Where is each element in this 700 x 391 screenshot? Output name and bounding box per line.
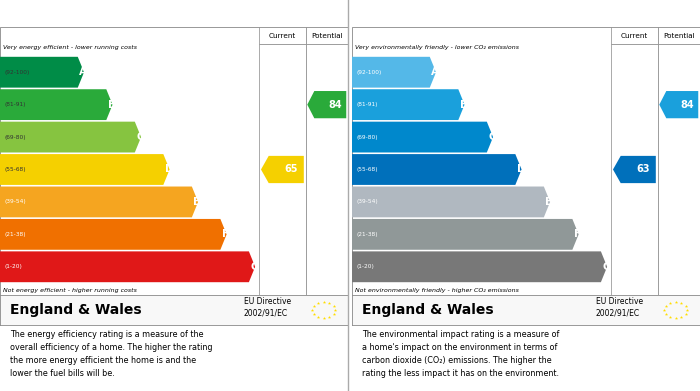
Bar (305, 44, 348, 295)
Text: A: A (431, 67, 439, 77)
Text: (39-54): (39-54) (356, 199, 378, 204)
Text: 65: 65 (285, 165, 298, 174)
Bar (259, 44, 305, 295)
Text: The environmental impact rating is a measure of
a home's impact on the environme: The environmental impact rating is a mea… (363, 330, 560, 378)
Text: C: C (136, 132, 144, 142)
Polygon shape (0, 89, 113, 120)
Text: Not environmentally friendly - higher CO₂ emissions: Not environmentally friendly - higher CO… (356, 288, 519, 293)
Text: Environmental Impact (CO₂) Rating: Environmental Impact (CO₂) Rating (357, 7, 589, 20)
Polygon shape (0, 187, 198, 217)
Text: Very energy efficient - lower running costs: Very energy efficient - lower running co… (4, 45, 137, 50)
Bar (305, 27, 348, 44)
Text: The energy efficiency rating is a measure of the
overall efficiency of a home. T: The energy efficiency rating is a measur… (10, 330, 213, 378)
Bar (657, 44, 700, 295)
Text: (55-68): (55-68) (4, 167, 26, 172)
Bar (611, 27, 657, 44)
Polygon shape (352, 57, 436, 88)
Text: (92-100): (92-100) (356, 70, 382, 75)
Text: E: E (193, 197, 200, 207)
Polygon shape (352, 122, 493, 152)
Polygon shape (0, 122, 141, 152)
Polygon shape (0, 251, 256, 282)
Polygon shape (0, 57, 84, 88)
Text: B: B (460, 100, 468, 109)
Text: F: F (222, 230, 229, 239)
Polygon shape (352, 219, 579, 250)
Text: (69-80): (69-80) (4, 135, 26, 140)
Text: G: G (251, 262, 259, 272)
Text: E: E (545, 197, 552, 207)
Text: D: D (517, 165, 526, 174)
Polygon shape (613, 156, 656, 183)
Text: 84: 84 (328, 100, 342, 109)
Text: (55-68): (55-68) (356, 167, 378, 172)
Bar (657, 27, 700, 44)
Polygon shape (307, 91, 346, 118)
Text: EU Directive
2002/91/EC: EU Directive 2002/91/EC (244, 297, 290, 318)
Bar (259, 27, 305, 44)
Text: Current: Current (621, 32, 648, 38)
Text: EU Directive
2002/91/EC: EU Directive 2002/91/EC (596, 297, 643, 318)
Polygon shape (352, 154, 522, 185)
Text: Potential: Potential (311, 32, 342, 38)
Text: F: F (574, 230, 581, 239)
Bar (611, 44, 657, 295)
Text: (21-38): (21-38) (356, 232, 378, 237)
Text: Very environmentally friendly - lower CO₂ emissions: Very environmentally friendly - lower CO… (356, 45, 519, 50)
Text: B: B (108, 100, 116, 109)
Text: G: G (602, 262, 611, 272)
Polygon shape (352, 187, 550, 217)
Text: (81-91): (81-91) (4, 102, 26, 107)
Text: Current: Current (269, 32, 296, 38)
Text: (1-20): (1-20) (4, 264, 22, 269)
Polygon shape (0, 154, 169, 185)
Text: Potential: Potential (663, 32, 694, 38)
Text: (21-38): (21-38) (4, 232, 26, 237)
Polygon shape (261, 156, 304, 183)
Text: (69-80): (69-80) (356, 135, 378, 140)
Text: England & Wales: England & Wales (10, 303, 142, 317)
Text: 63: 63 (637, 165, 650, 174)
Text: Not energy efficient - higher running costs: Not energy efficient - higher running co… (4, 288, 137, 293)
Text: (81-91): (81-91) (356, 102, 378, 107)
Text: 84: 84 (680, 100, 694, 109)
Text: (39-54): (39-54) (4, 199, 26, 204)
Text: England & Wales: England & Wales (363, 303, 494, 317)
Text: Energy Efficiency Rating: Energy Efficiency Rating (5, 7, 168, 20)
Text: A: A (79, 67, 88, 77)
Polygon shape (352, 251, 607, 282)
Polygon shape (0, 219, 227, 250)
Text: D: D (164, 165, 174, 174)
Text: C: C (488, 132, 496, 142)
Polygon shape (659, 91, 699, 118)
Polygon shape (352, 89, 465, 120)
Text: (1-20): (1-20) (356, 264, 374, 269)
Text: (92-100): (92-100) (4, 70, 29, 75)
